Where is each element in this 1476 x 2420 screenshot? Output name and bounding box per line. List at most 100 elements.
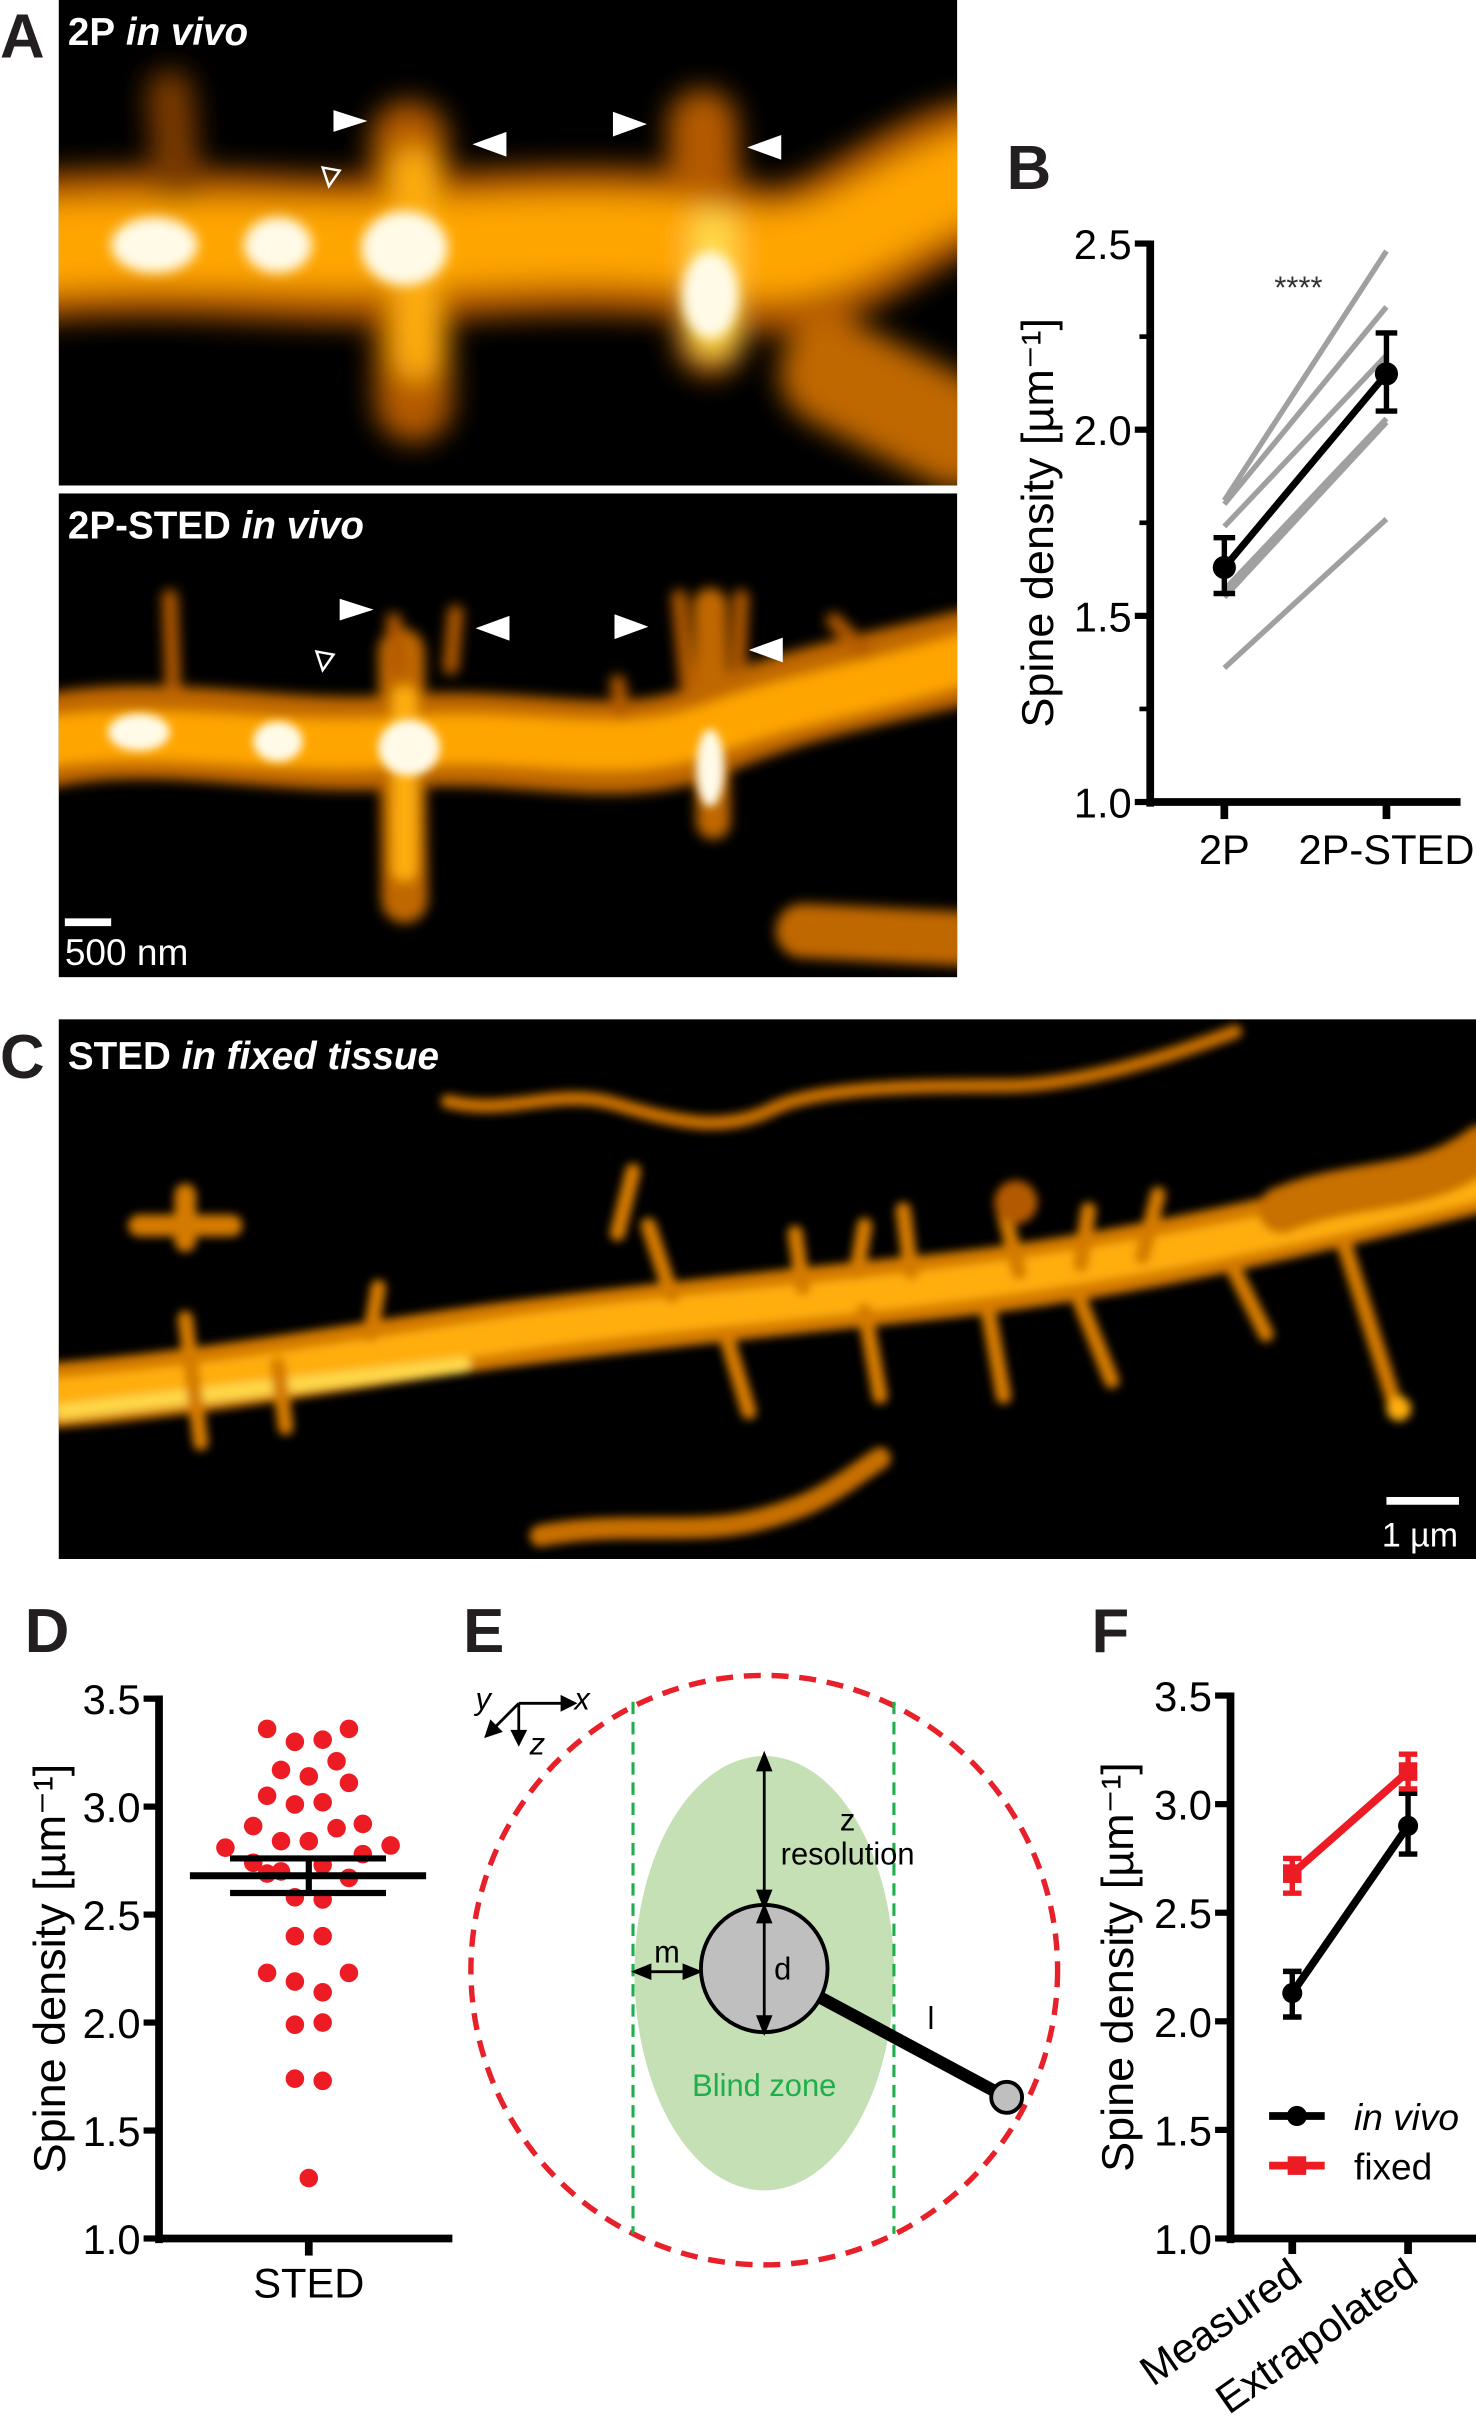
panel-label-c: C <box>0 1023 45 1092</box>
y-axis-label: Spine density [µm⁻¹] <box>24 1764 75 2174</box>
arrow-up-icon <box>756 1750 773 1772</box>
image-title-sted-fixed: STED in fixed tissue <box>68 1035 439 1078</box>
scale-bar-c <box>1386 1496 1460 1505</box>
image-divider <box>58 485 958 494</box>
series-marker <box>1398 1762 1418 1781</box>
arrowhead-icon <box>472 131 507 157</box>
data-point <box>339 1773 359 1793</box>
diagram-blind-zone: x y z z resolution m d l Blind zone <box>468 1672 1061 2268</box>
data-point <box>257 1786 277 1806</box>
y-tick-label: 1.5 <box>1074 593 1132 640</box>
y-tick-label: 2.5 <box>1074 221 1132 268</box>
m-label: m <box>654 1934 680 1969</box>
series-marker <box>1282 1983 1303 2004</box>
l-label: l <box>928 2001 935 2036</box>
panel-label-f: F <box>1092 1597 1130 1666</box>
y-tick-label: 2.5 <box>83 1892 141 1939</box>
arrow-left-icon <box>630 1963 652 1980</box>
open-arrowhead-icon <box>314 649 336 673</box>
arrow-down-icon <box>756 2015 773 2036</box>
data-point <box>285 2069 305 2089</box>
y-tick-label: 1.0 <box>1074 779 1132 826</box>
data-point <box>299 2168 319 2188</box>
y-axis-label: Spine density [µm⁻¹] <box>1012 318 1063 728</box>
legend-marker <box>1287 2156 1307 2175</box>
y-tick-label: 1.0 <box>1154 2216 1212 2263</box>
data-point <box>271 1831 291 1851</box>
data-point <box>285 1795 305 1814</box>
micrograph-2p-in-vivo <box>58 0 958 486</box>
x-tick-label: 2P-STED <box>1298 826 1474 873</box>
arrowhead-icon <box>333 110 368 132</box>
y-axis-label: Spine density [µm⁻¹] <box>1092 1762 1143 2172</box>
y-tick-label: 3.0 <box>83 1784 141 1831</box>
scale-bar-a <box>64 918 112 927</box>
image-title-2p-sted: 2P-STED in vivo <box>68 504 364 547</box>
series-marker <box>1398 1815 1419 1836</box>
arrowheads-bottom <box>314 598 783 673</box>
axis-x-label: x <box>572 1681 591 1716</box>
legend-label: fixed <box>1354 2145 1432 2187</box>
individual-series-line <box>1222 416 1389 592</box>
arrowheads-top <box>320 110 782 189</box>
image-title-2p: 2P in vivo <box>68 11 248 54</box>
data-point <box>285 2015 305 2035</box>
panel-label-b: B <box>1007 134 1052 203</box>
y-tick-label: 2.0 <box>1074 407 1132 454</box>
series-line <box>1289 1768 1411 1877</box>
z-resolution-label-line2: resolution <box>781 1837 915 1872</box>
legend-item: fixed <box>1269 2145 1432 2188</box>
y-tick-label: 1.5 <box>1154 2107 1212 2154</box>
arrow-up-icon <box>756 1902 773 1924</box>
data-point <box>313 1792 332 1812</box>
individual-series-line <box>1222 517 1389 670</box>
arrowhead-icon <box>748 637 783 663</box>
x-tick-label: STED <box>253 2259 364 2306</box>
data-point <box>257 1719 277 1739</box>
x-tick-label: 2P <box>1199 826 1250 873</box>
arrowhead-icon <box>475 615 510 641</box>
panel-label-a: A <box>0 2 45 71</box>
y-tick-label: 2.0 <box>83 2000 141 2047</box>
spine-head <box>989 2079 1025 2115</box>
data-point <box>327 1751 346 1771</box>
individual-series-line <box>1222 420 1389 600</box>
arrowhead-icon <box>339 598 374 621</box>
z-resolution-label-line1: z <box>840 1802 855 1837</box>
data-point <box>299 1767 319 1786</box>
data-point <box>257 1963 277 1983</box>
significance-annotation: **** <box>1274 270 1322 305</box>
data-point <box>339 1719 359 1739</box>
y-tick-label: 1.0 <box>83 2216 141 2263</box>
series-line <box>1289 1823 1412 1996</box>
axis-y-label: y <box>474 1681 494 1716</box>
individual-series-line <box>1222 305 1389 506</box>
panel-label-e: E <box>463 1597 504 1666</box>
data-point <box>271 1760 291 1780</box>
data-point <box>353 1814 373 1834</box>
axis-z-label: z <box>529 1726 546 1761</box>
data-point <box>313 2071 332 2091</box>
mean-point <box>1374 362 1399 386</box>
legend-label: in vivo <box>1354 2096 1459 2138</box>
spine-neck <box>815 1991 1004 2100</box>
blind-zone-label: Blind zone <box>692 2068 836 2103</box>
series-marker <box>1283 1864 1302 1883</box>
data-point <box>313 2013 332 2032</box>
micrograph-sted-fixed-tissue <box>58 1019 1476 1560</box>
y-tick-label: 3.5 <box>83 1676 141 1723</box>
data-point <box>285 1972 305 1991</box>
chart-b-spine-density-2p-vs-sted: 1.0 1.5 2.0 2.5 Spine density [µm⁻¹] 2P 2P-STE… <box>1012 221 1474 873</box>
individual-series-line <box>1222 353 1389 529</box>
data-point <box>313 1983 332 2002</box>
legend-marker <box>1286 2105 1307 2127</box>
y-tick-label: 1.5 <box>83 2108 141 2155</box>
mean-line <box>1221 371 1390 570</box>
data-point <box>285 1926 305 1946</box>
axes-orientation-icon <box>484 1694 578 1747</box>
individual-series-line <box>1222 249 1389 502</box>
arrowhead-icon <box>614 614 649 640</box>
d-label: d <box>774 1951 791 1986</box>
